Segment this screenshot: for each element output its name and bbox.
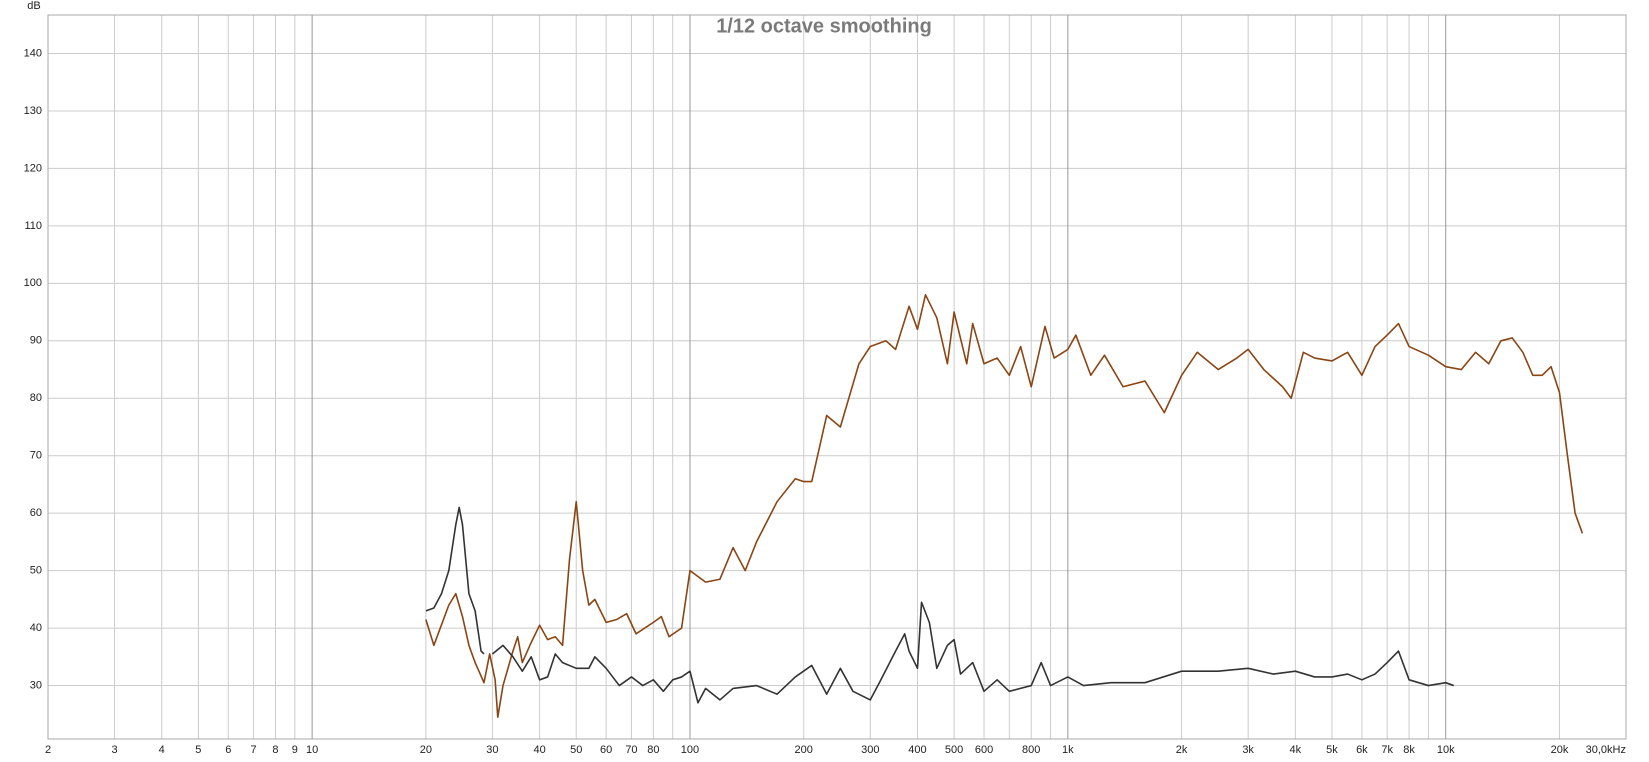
- x-tick-label: 80: [647, 744, 659, 756]
- x-tick-label: 4: [159, 744, 165, 756]
- x-tick-label: 40: [533, 744, 545, 756]
- y-tick-label: 40: [30, 622, 42, 634]
- x-tick-label: 50: [570, 744, 582, 756]
- plot-frame: [47, 14, 1627, 740]
- data-line: [425, 506, 1454, 704]
- y-tick-label: 130: [24, 105, 42, 117]
- x-tick-label: 300: [861, 744, 879, 756]
- y-tick-label: 120: [24, 162, 42, 174]
- x-tick-label: 5: [195, 744, 201, 756]
- x-tick-label: 10: [306, 744, 318, 756]
- y-tick-label: 50: [30, 565, 42, 577]
- x-tick-label: 200: [795, 744, 813, 756]
- x-tick-label: 10k: [1437, 744, 1455, 756]
- y-tick-label: 80: [30, 392, 42, 404]
- x-tick-label: 9: [292, 744, 298, 756]
- x-tick-label: 20k: [1551, 744, 1569, 756]
- data-line: [425, 294, 1584, 718]
- x-tick-label: 6k: [1356, 744, 1368, 756]
- x-tick-label: 30,0kHz: [1586, 744, 1626, 756]
- x-tick-label: 3k: [1242, 744, 1254, 756]
- x-tick-label: 70: [625, 744, 637, 756]
- x-tick-label: 20: [420, 744, 432, 756]
- x-tick-label: 3: [111, 744, 117, 756]
- x-tick-label: 4k: [1290, 744, 1302, 756]
- x-tick-label: 7k: [1381, 744, 1393, 756]
- y-tick-label: 90: [30, 335, 42, 347]
- x-tick-label: 5k: [1326, 744, 1338, 756]
- x-tick-label: 2: [45, 744, 51, 756]
- x-tick-label: 7: [251, 744, 257, 756]
- x-tick-label: 8: [272, 744, 278, 756]
- y-tick-label: 30: [30, 679, 42, 691]
- y-tick-label: 70: [30, 450, 42, 462]
- x-tick-label: 600: [975, 744, 993, 756]
- x-tick-label: 1k: [1062, 744, 1074, 756]
- plot-lines: [425, 294, 1584, 718]
- chart-title: 1/12 octave smoothing: [716, 15, 932, 37]
- y-tick-label: 60: [30, 507, 42, 519]
- x-tick-label: 30: [486, 744, 498, 756]
- x-tick-label: 400: [908, 744, 926, 756]
- y-tick-label: 100: [24, 277, 42, 289]
- y-tick-label: 140: [24, 47, 42, 59]
- x-tick-label: 100: [681, 744, 699, 756]
- x-tick-label: 6: [225, 744, 231, 756]
- x-tick-label: 2k: [1176, 744, 1188, 756]
- y-axis-label: dB: [27, 0, 40, 12]
- x-tick-label: 60: [600, 744, 612, 756]
- x-tick-label: 500: [945, 744, 963, 756]
- x-tick-label: 8k: [1403, 744, 1415, 756]
- x-tick-label: 800: [1022, 744, 1040, 756]
- y-tick-label: 110: [24, 220, 42, 232]
